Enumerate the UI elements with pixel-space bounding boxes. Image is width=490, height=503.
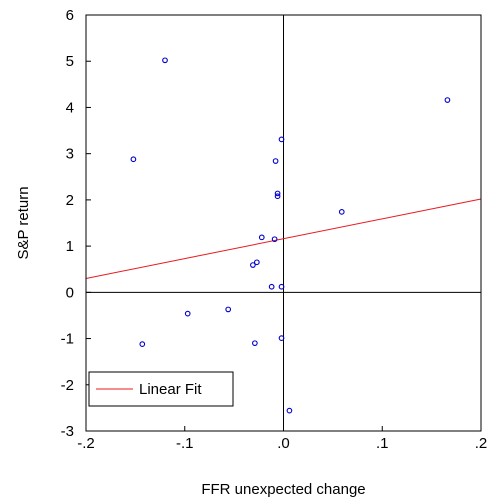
x-tick-label: .0 <box>277 435 290 452</box>
reference-lines <box>86 15 481 431</box>
data-point-17 <box>278 335 285 341</box>
data-point-15 <box>278 136 285 143</box>
y-tick-label: -3 <box>61 423 74 440</box>
fit-line-group <box>85 198 482 279</box>
y-tick-label: -1 <box>61 331 74 348</box>
legend: Linear Fit <box>88 371 234 407</box>
data-point-3 <box>139 341 146 347</box>
x-tick-label: .2 <box>475 435 488 452</box>
y-tick-label: 4 <box>66 99 74 116</box>
data-point-9 <box>252 340 258 347</box>
data-point-10 <box>268 283 275 290</box>
y-axis-title: S&P return <box>15 186 32 259</box>
data-point-8 <box>258 234 265 241</box>
y-tick-label: 0 <box>66 284 74 301</box>
y-tick-label: -2 <box>61 377 74 394</box>
y-tick-label: 5 <box>66 53 74 70</box>
linear-fit-line <box>85 198 482 279</box>
data-point-1 <box>162 57 168 64</box>
y-axis-ticks: -3 -2 -1 0 1 2 3 4 5 6 <box>61 7 91 440</box>
x-tick-label: -.2 <box>77 435 95 452</box>
x-axis-title: FFR unexpected change <box>201 481 365 498</box>
legend-label-linear-fit: Linear Fit <box>139 381 202 398</box>
data-point-4 <box>184 310 191 317</box>
x-tick-label: .1 <box>376 435 389 452</box>
data-point-12 <box>272 158 279 164</box>
data-point-6 <box>250 262 256 268</box>
y-tick-label: 3 <box>66 146 74 163</box>
data-point-13 <box>274 190 281 197</box>
y-tick-label: 2 <box>66 192 74 209</box>
data-point-5 <box>225 306 232 313</box>
data-point-7 <box>253 259 260 266</box>
data-point-18 <box>286 407 293 414</box>
x-tick-label: -.1 <box>176 435 194 452</box>
data-point-14 <box>274 193 281 200</box>
data-point-20 <box>444 97 451 103</box>
data-point-19 <box>338 209 345 215</box>
data-point-2 <box>130 156 137 163</box>
y-tick-label: 6 <box>66 7 74 24</box>
data-points <box>130 57 451 414</box>
data-point-11 <box>271 236 278 243</box>
data-point-16 <box>278 283 285 290</box>
y-tick-label: 1 <box>66 238 74 255</box>
x-axis-ticks: -.2 -.1 .0 .1 .2 <box>77 426 487 452</box>
